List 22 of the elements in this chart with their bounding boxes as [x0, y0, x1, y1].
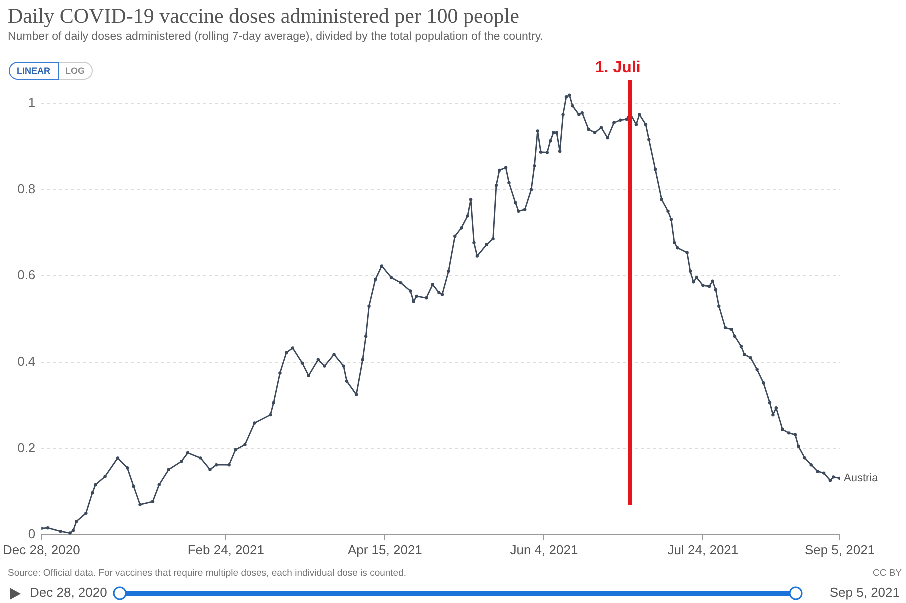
ref-line-label: 1. Juli	[595, 59, 641, 76]
x-tick-label: Sep 5, 2021	[804, 542, 876, 558]
x-tick-label: Jun 4, 2021	[510, 542, 578, 558]
y-tick-label: 0	[28, 526, 36, 542]
text: LOG	[58, 62, 93, 80]
text: Dec 28, 2020	[30, 585, 108, 600]
y-tick-label: 0.2	[18, 440, 36, 456]
x-tick-label: Dec 28, 2020	[2, 542, 80, 558]
series-label: Austria	[844, 472, 880, 485]
text: CC BY	[872, 568, 902, 579]
chart-title: Daily COVID-19 vaccine doses administered per 100 people	[8, 4, 520, 29]
y-tick-label: 0.4	[18, 354, 36, 370]
text: LINEAR	[9, 62, 58, 80]
y-tick-label: 0.6	[18, 268, 36, 283]
y-tick-label: 1	[28, 95, 36, 110]
y-tick-label: 0.8	[18, 181, 36, 196]
chart-subtitle: Number of daily doses administered (rolling 7-day average), divided by the total population of the country.	[8, 31, 544, 43]
x-tick-label: Apr 15, 2021	[348, 542, 422, 558]
x-tick-label: Jul 24, 2021	[668, 542, 739, 558]
source-note: Source: Official data. For vaccines that require multiple doses, each individual dose is counted.	[8, 568, 407, 579]
x-tick-label: Feb 24, 2021	[188, 542, 264, 558]
text: Sep 5, 2021	[830, 585, 900, 600]
